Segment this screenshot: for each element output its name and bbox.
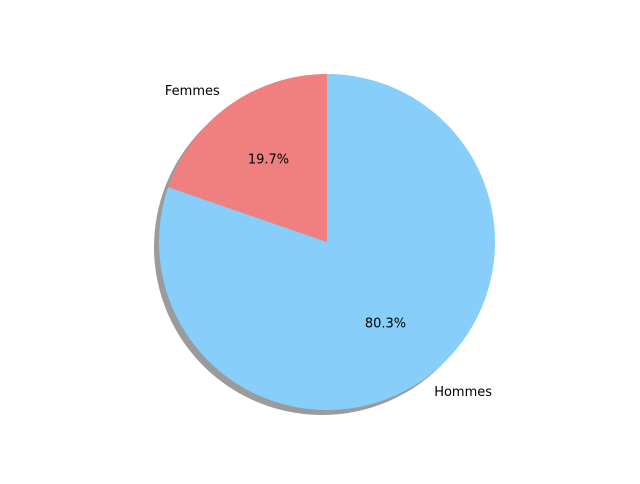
pie-pct-label-hommes: 80.3% — [365, 317, 406, 332]
pie-slice-femmes — [168, 74, 327, 242]
pie-category-label-femmes: Femmes — [165, 84, 220, 99]
pie-labels: 80.3% Hommes 19.7% Femmes — [165, 84, 492, 400]
pie-slices — [158, 74, 496, 410]
pie-pct-label-femmes: 19.7% — [248, 152, 289, 167]
pie-category-label-hommes: Hommes — [434, 385, 492, 400]
